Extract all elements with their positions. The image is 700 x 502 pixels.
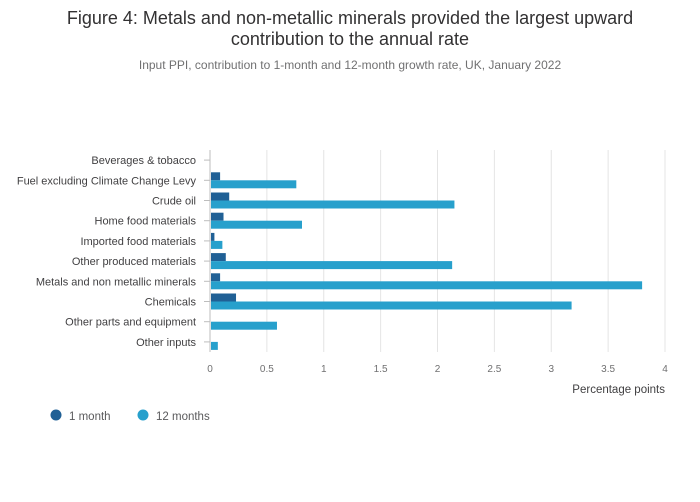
legend-label-1-month: 1 month bbox=[69, 411, 111, 423]
bar bbox=[211, 261, 453, 270]
x-tick-label: 3 bbox=[548, 364, 554, 375]
x-tick-label: 0 bbox=[207, 364, 213, 375]
legend-swatch-1-month bbox=[50, 409, 62, 421]
legend: 1 month 12 months bbox=[50, 409, 210, 423]
category-label: Other produced materials bbox=[72, 256, 197, 268]
category-label: Other inputs bbox=[136, 337, 196, 349]
bar bbox=[211, 301, 572, 310]
category-label: Home food materials bbox=[95, 216, 197, 228]
x-tick-label: 1 bbox=[321, 364, 327, 375]
bars bbox=[211, 172, 643, 350]
bar bbox=[211, 240, 223, 249]
bar bbox=[211, 172, 221, 181]
category-label: Beverages & tobacco bbox=[91, 155, 196, 167]
bar bbox=[211, 281, 643, 290]
x-tick-label: 0.5 bbox=[260, 364, 274, 375]
category-label: Imported food materials bbox=[80, 236, 196, 248]
x-tick-label: 1.5 bbox=[374, 364, 388, 375]
grid bbox=[266, 150, 666, 352]
legend-label-12-months: 12 months bbox=[156, 411, 210, 423]
bar bbox=[211, 273, 221, 282]
x-tick-labels: 0 0.5 1 1.5 2 2.5 3 3.5 4 bbox=[207, 364, 668, 375]
x-tick-label: 2.5 bbox=[487, 364, 501, 375]
bar bbox=[211, 341, 218, 350]
bar bbox=[211, 232, 215, 241]
category-label: Fuel excluding Climate Change Levy bbox=[17, 175, 197, 187]
bar bbox=[211, 293, 237, 302]
chart-subtitle: Input PPI, contribution to 1-month and 1… bbox=[139, 58, 562, 72]
bar bbox=[211, 192, 230, 201]
bar bbox=[211, 253, 226, 262]
category-labels: Beverages & tobacco Fuel excluding Climat… bbox=[17, 155, 210, 349]
category-label: Chemicals bbox=[145, 297, 197, 309]
bar bbox=[211, 180, 297, 189]
category-label: Other parts and equipment bbox=[65, 317, 196, 329]
bar bbox=[211, 212, 224, 221]
category-label: Metals and non metallic minerals bbox=[36, 276, 197, 288]
bar bbox=[211, 220, 302, 229]
chart-title-line-1: Figure 4: Metals and non-metallic minera… bbox=[67, 8, 633, 28]
chart-title-line-2: contribution to the annual rate bbox=[231, 29, 469, 49]
category-label: Crude oil bbox=[152, 196, 196, 208]
x-tick-label: 4 bbox=[662, 364, 668, 375]
x-tick-label: 2 bbox=[435, 364, 441, 375]
x-axis-label: Percentage points bbox=[572, 384, 665, 396]
bar bbox=[211, 321, 277, 330]
bar bbox=[211, 200, 455, 209]
x-tick-label: 3.5 bbox=[601, 364, 615, 375]
legend-swatch-12-months bbox=[137, 409, 149, 421]
